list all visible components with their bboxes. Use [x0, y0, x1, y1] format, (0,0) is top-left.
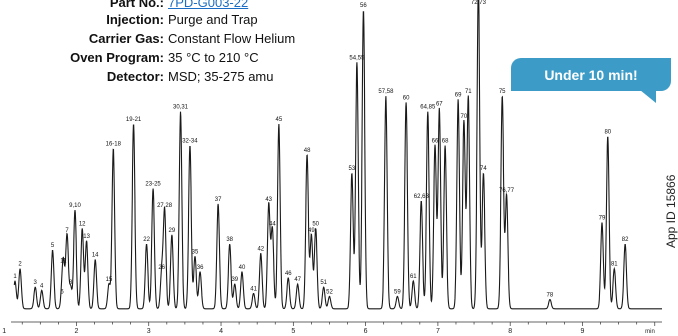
peak-label: 32-34: [182, 139, 198, 145]
oven-program-label: Oven Program:: [70, 50, 164, 65]
peak-label: 49: [308, 228, 315, 234]
injection-value: Purge and Trap: [168, 12, 258, 27]
peak-label: 81: [611, 262, 618, 268]
peak-label: 51: [320, 280, 327, 286]
peak-label: 52: [326, 289, 333, 295]
peak-label: 44: [269, 222, 276, 228]
chromatogram-trace: [13, 0, 662, 310]
peak-label: 45: [276, 117, 283, 123]
x-tick-label: 6: [364, 328, 368, 335]
peak-label: 53: [349, 166, 356, 172]
x-tick-label: 5: [291, 328, 295, 335]
peak-label: 69: [455, 92, 462, 98]
peak-label: 13: [83, 234, 90, 240]
x-axis-label: min: [645, 329, 655, 335]
carrier-gas-value: Constant Flow Helium: [168, 31, 296, 46]
peak-labels: 12345611789,101213141516-1819-212223-252…: [13, 0, 629, 299]
peak-label: 79: [599, 216, 606, 222]
peak-label: 70: [461, 114, 468, 120]
peak-label: 5: [51, 243, 55, 249]
peak-label: 74: [480, 166, 487, 172]
oven-program-value: 35 °C to 210 °C: [168, 50, 259, 65]
peak-label: 46: [285, 271, 292, 277]
peak-label: 67: [436, 102, 443, 108]
x-tick-label: 2: [74, 328, 78, 335]
x-axis: 1 2 3 4 5 6 7 8 9 min: [2, 321, 662, 335]
x-tick-label: 3: [147, 328, 151, 335]
peak-label: 78: [547, 293, 554, 299]
x-tick-label: 8: [508, 328, 512, 335]
x-tick-label: 4: [219, 328, 223, 335]
peak-label: 43: [265, 197, 272, 203]
peak-label: 39: [231, 277, 238, 283]
peak-label: 48: [304, 148, 311, 154]
detector-value: MSD; 35-275 amu: [168, 69, 274, 84]
peak-label: 35: [192, 249, 199, 255]
peak-label: 8: [69, 280, 73, 286]
peak-label: 9,10: [69, 203, 81, 209]
peak-label: 15: [106, 277, 113, 283]
peak-label: 23-25: [145, 182, 161, 188]
x-tick-label: 1: [2, 328, 6, 335]
part-number-link[interactable]: 7PD-G003-22: [168, 0, 249, 10]
peak-label: 82: [622, 237, 629, 243]
peak-label: 54,55: [349, 55, 365, 61]
part-number-label: Part No.:: [109, 0, 164, 10]
peak-label: 57,58: [378, 89, 394, 95]
peak-label: 27,28: [157, 203, 173, 209]
peak-label: 62,63: [414, 194, 430, 200]
peak-label: 6: [60, 289, 64, 295]
peak-label: 37: [215, 197, 222, 203]
peak-label: 50: [312, 222, 319, 228]
injection-row: Injection: Purge and Trap: [0, 12, 330, 28]
badge-pointer: [640, 90, 656, 103]
app-id: App ID 15866: [664, 174, 678, 248]
peak-label: 64,85: [420, 105, 436, 111]
x-tick-label: 9: [581, 328, 585, 335]
peak-label: 30,31: [173, 105, 189, 111]
peak-label: 56: [360, 3, 367, 9]
peak-label: 22: [143, 237, 150, 243]
peak-label: 38: [226, 237, 233, 243]
peak-label: 41: [250, 286, 257, 292]
peak-label: 80: [604, 129, 611, 135]
injection-label: Injection:: [106, 12, 164, 27]
peak-label: 1: [13, 274, 17, 280]
peak-label: 19-21: [126, 117, 142, 123]
peak-label: 4: [40, 283, 44, 289]
peak-label: 12: [79, 222, 86, 228]
peak-label: 72,73: [471, 0, 487, 6]
peak-label: 71: [465, 89, 472, 95]
peak-label: 3: [34, 280, 38, 286]
peak-label: 2: [18, 262, 22, 268]
peak-label: 36: [197, 265, 204, 271]
peak-label: 61: [410, 274, 417, 280]
carrier-gas-row: Carrier Gas: Constant Flow Helium: [0, 31, 330, 47]
peak-label: 76,77: [499, 188, 515, 194]
peak-label: 26: [158, 265, 165, 271]
detector-row: Detector: MSD; 35-275 amu: [0, 69, 330, 85]
peak-label: 66: [432, 139, 439, 145]
peak-label: 16-18: [106, 142, 122, 148]
peak-label: 40: [239, 265, 246, 271]
oven-program-row: Oven Program: 35 °C to 210 °C: [0, 50, 330, 66]
peak-label: 59: [394, 289, 401, 295]
x-tick-label: 7: [436, 328, 440, 335]
peak-label: 68: [442, 139, 449, 145]
run-time-badge: Under 10 min!: [511, 58, 671, 91]
peak-label: 60: [403, 95, 410, 101]
peak-label: 75: [499, 89, 506, 95]
peak-label: 29: [169, 228, 176, 234]
part-number-row: Part No.: 7PD-G003-22: [0, 0, 330, 11]
peak-label: 42: [257, 246, 264, 252]
peak-label: 11: [60, 259, 67, 265]
detector-label: Detector:: [106, 69, 164, 84]
carrier-gas-label: Carrier Gas:: [88, 31, 164, 46]
peak-label: 7: [65, 228, 69, 234]
peak-label: 14: [92, 253, 99, 259]
peak-label: 47: [294, 277, 301, 283]
